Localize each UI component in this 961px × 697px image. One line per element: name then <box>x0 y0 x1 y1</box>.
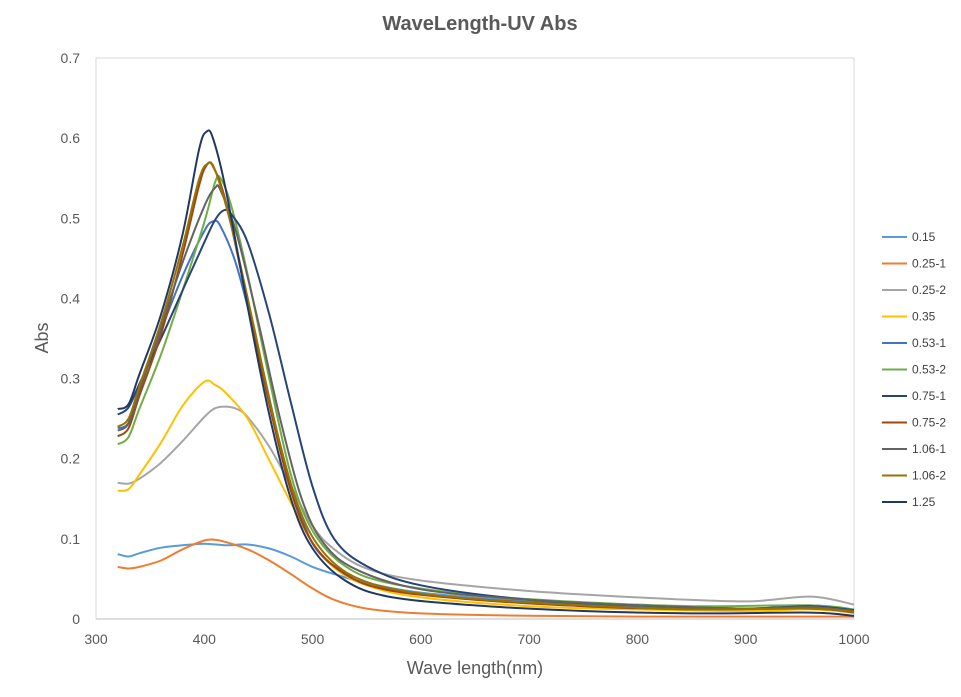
y-tick-label: 0.6 <box>61 130 81 146</box>
x-tick-label: 600 <box>409 631 433 647</box>
y-tick-label: 0 <box>72 611 80 627</box>
legend-label-0.53-1: 0.53-1 <box>912 336 946 350</box>
series-line-0.35 <box>117 379 855 614</box>
x-tick-label: 300 <box>84 631 108 647</box>
series-lines <box>117 129 855 618</box>
legend-label-0.15: 0.15 <box>912 230 936 244</box>
legend-label-1.06-1: 1.06-1 <box>912 442 946 456</box>
x-tick-label: 800 <box>626 631 650 647</box>
legend-label-0.53-2: 0.53-2 <box>912 363 946 377</box>
y-tick-label: 0.1 <box>61 531 81 547</box>
x-tick-label: 900 <box>734 631 758 647</box>
series-line-1.06-2 <box>117 161 855 613</box>
x-tick-label: 700 <box>517 631 541 647</box>
legend-label-0.35: 0.35 <box>912 310 936 324</box>
x-tick-label: 1000 <box>838 631 869 647</box>
y-tick-labels: 0 0.1 0.2 0.3 0.4 0.5 0.6 0.7 <box>61 50 81 627</box>
x-tick-label: 400 <box>193 631 217 647</box>
y-tick-label: 0.7 <box>61 50 81 66</box>
x-axis-title: Wave length(nm) <box>407 658 543 678</box>
y-tick-label: 0.5 <box>61 210 81 226</box>
y-tick-label: 0.2 <box>61 451 81 467</box>
x-tick-labels: 300 400 500 600 700 800 900 1000 <box>84 631 869 647</box>
legend-label-1.25: 1.25 <box>912 495 936 509</box>
series-line-1.06-1 <box>117 184 855 612</box>
series-line-0.25-1 <box>117 538 854 618</box>
legend-label-0.75-1: 0.75-1 <box>912 389 946 403</box>
y-tick-label: 0.3 <box>61 371 81 387</box>
legend-label-1.06-2: 1.06-2 <box>912 469 946 483</box>
series-line-1.25 <box>117 129 855 617</box>
y-axis-title: Abs <box>32 322 52 353</box>
x-tick-label: 500 <box>301 631 325 647</box>
legend-label-0.75-2: 0.75-2 <box>912 416 946 430</box>
legend: 0.15 0.25-1 0.25-2 0.35 0.53-1 0.53-2 0.75-1 0.… <box>882 230 946 509</box>
legend-label-0.25-1: 0.25-1 <box>912 257 946 271</box>
series-line-0.25-2 <box>117 405 855 606</box>
y-tick-label: 0.4 <box>61 290 81 306</box>
chart-title: WaveLength-UV Abs <box>382 13 577 35</box>
legend-label-0.25-2: 0.25-2 <box>912 283 946 297</box>
